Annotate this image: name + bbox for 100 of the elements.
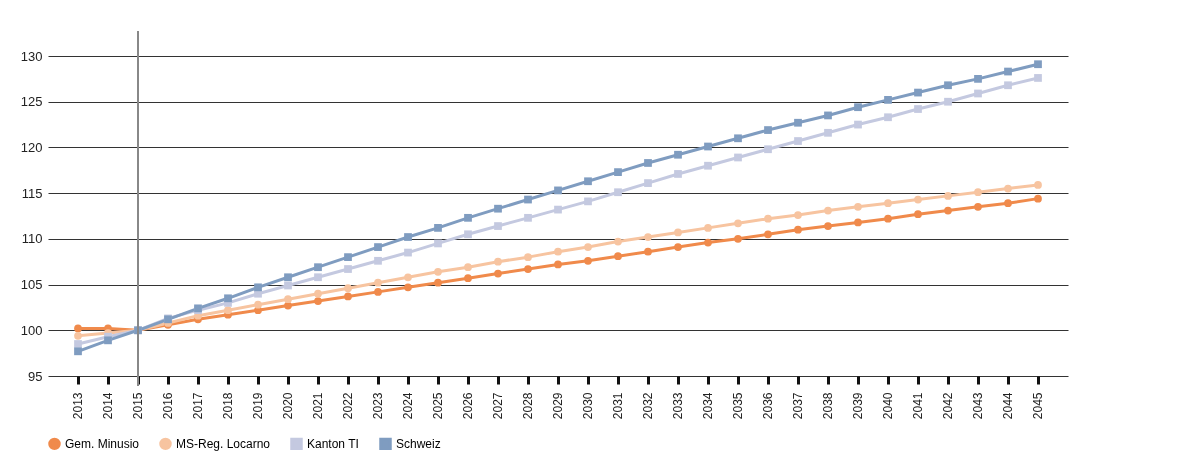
point (464, 263, 472, 272)
point (674, 150, 682, 159)
point (884, 199, 892, 208)
y-tick-label: 105 (20, 277, 43, 293)
point (644, 179, 652, 187)
point (614, 188, 622, 197)
x-tick-label: 2045 (1031, 392, 1045, 420)
point (794, 137, 802, 145)
x-tick-label: 2028 (521, 392, 535, 420)
point (434, 224, 442, 232)
point (374, 288, 382, 296)
point (704, 224, 712, 232)
point (854, 218, 862, 227)
point (284, 301, 292, 310)
x-tick-label: 2034 (701, 392, 715, 420)
point (824, 111, 832, 120)
point (884, 214, 892, 223)
point (764, 230, 772, 239)
point (914, 210, 922, 219)
x-tick-label: 2038 (821, 392, 835, 420)
point (674, 170, 682, 178)
point (854, 202, 862, 211)
point (644, 159, 652, 167)
point (794, 211, 802, 219)
legend-label: Gem. Minusio (65, 436, 140, 451)
point (1034, 181, 1042, 189)
point (584, 197, 592, 206)
point (524, 213, 532, 222)
point (644, 233, 652, 241)
point (584, 177, 592, 186)
point (284, 273, 292, 282)
point (974, 202, 982, 211)
point (644, 247, 652, 256)
legend-label: Kanton TI (307, 436, 359, 451)
point (314, 273, 322, 282)
y-tick-label: 100 (20, 322, 43, 338)
point (854, 120, 862, 129)
point (524, 195, 532, 204)
point (734, 134, 742, 143)
point (464, 274, 472, 283)
point (344, 292, 352, 301)
point (464, 230, 472, 239)
point (344, 265, 352, 273)
point (344, 284, 352, 293)
x-tick-label: 2031 (611, 392, 625, 420)
point (674, 228, 682, 237)
point (1004, 81, 1012, 90)
point (614, 168, 622, 176)
x-tick-label: 2013 (71, 392, 85, 420)
point (914, 88, 922, 97)
point (284, 295, 292, 304)
point (704, 142, 712, 151)
x-tick-label: 2040 (881, 392, 895, 420)
point (554, 247, 562, 256)
point (794, 118, 802, 127)
x-tick-label: 2044 (1001, 392, 1015, 420)
point (314, 263, 322, 272)
point (434, 278, 442, 287)
x-tick-label: 2014 (101, 392, 115, 420)
point (224, 306, 232, 315)
point (1034, 74, 1042, 82)
point (464, 213, 472, 222)
x-tick-label: 2036 (761, 392, 775, 420)
point (494, 222, 502, 230)
point (944, 192, 952, 200)
point (104, 336, 112, 345)
point (854, 103, 862, 112)
point (344, 253, 352, 262)
point (404, 273, 412, 282)
point (374, 243, 382, 251)
point (824, 206, 832, 215)
point (974, 89, 982, 98)
x-tick-label: 2022 (341, 392, 355, 420)
x-tick-label: 2027 (491, 392, 505, 420)
x-tick-label: 2041 (911, 392, 925, 420)
point (314, 289, 322, 298)
point (554, 186, 562, 195)
point (884, 96, 892, 104)
point (914, 195, 922, 204)
x-tick-label: 2024 (401, 392, 415, 420)
y-tick-label: 95 (28, 368, 43, 384)
point (584, 243, 592, 251)
y-tick-label: 120 (20, 139, 43, 155)
point (494, 204, 502, 213)
point (944, 206, 952, 215)
point (524, 265, 532, 273)
point (374, 278, 382, 287)
point (914, 105, 922, 113)
x-tick-label: 2030 (581, 392, 595, 420)
legend-label: MS-Reg. Locarno (176, 436, 271, 451)
point (764, 214, 772, 223)
point (944, 97, 952, 106)
point (1004, 199, 1012, 208)
x-tick-label: 2016 (161, 392, 175, 420)
point (314, 297, 322, 305)
x-tick-label: 2037 (791, 392, 805, 420)
x-tick-label: 2017 (191, 392, 205, 420)
point (434, 267, 442, 276)
point (944, 81, 952, 90)
point (584, 256, 592, 265)
